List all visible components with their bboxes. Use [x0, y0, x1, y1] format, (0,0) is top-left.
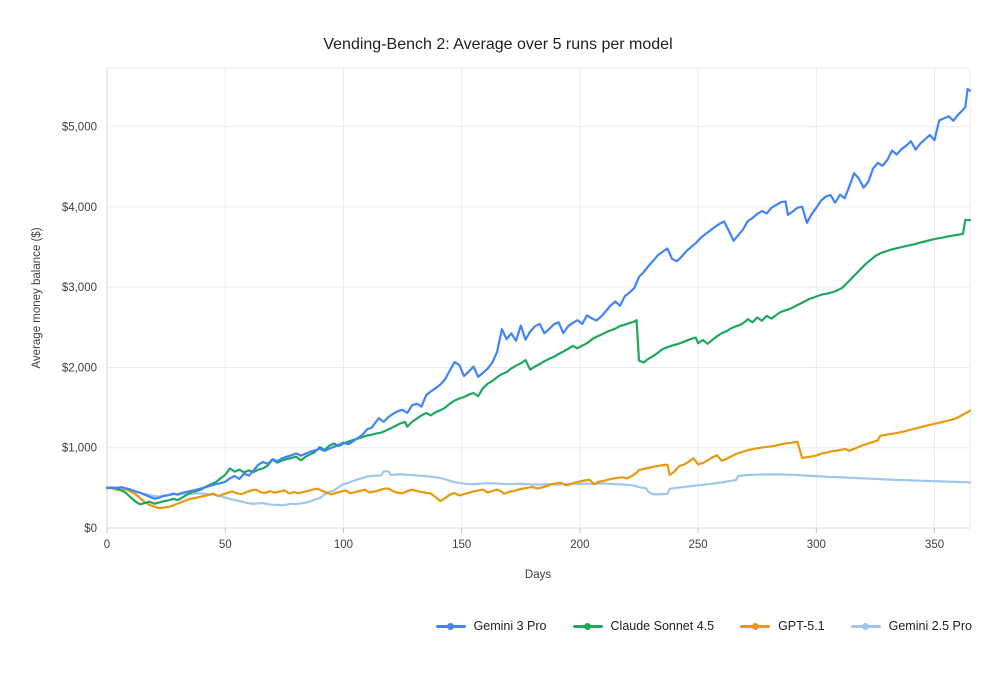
y-tick-label: $3,000 — [62, 282, 97, 294]
legend-line-dot-icon — [740, 622, 771, 631]
legend-label: Claude Sonnet 4.5 — [610, 619, 715, 633]
x-axis-title: Days — [524, 569, 552, 581]
legend: Gemini 3 Pro Claude Sonnet 4.5 GPT-5.1 Gemi… — [435, 619, 972, 633]
x-tick-label: 150 — [452, 539, 471, 551]
legend-label: Gemini 3 Pro — [473, 619, 547, 633]
x-tick-label: 100 — [334, 539, 353, 551]
series-line-gpt-5-1 — [105, 409, 972, 510]
series-line-gemini-3-pro — [105, 87, 972, 500]
x-tick-label: 50 — [219, 539, 232, 551]
chart-title: Vending-Bench 2: Average over 5 runs per… — [323, 36, 673, 53]
legend-item-gpt-5-1: GPT-5.1 — [740, 619, 825, 633]
y-axis-title: Average money balance ($) — [31, 227, 43, 369]
series-line-gemini-2-5-pro — [105, 470, 972, 507]
legend-item-gemini-3-pro: Gemini 3 Pro — [435, 619, 547, 633]
legend-label: GPT-5.1 — [778, 619, 825, 633]
legend-item-gemini-2-5-pro: Gemini 2.5 Pro — [850, 619, 972, 633]
y-tick-label: $4,000 — [62, 202, 97, 214]
x-tick-label: 250 — [689, 539, 708, 551]
legend-label: Gemini 2.5 Pro — [888, 619, 972, 633]
y-tick-label: $5,000 — [62, 122, 97, 134]
x-tick-label: 200 — [570, 539, 589, 551]
x-tick-label: 350 — [925, 539, 944, 551]
series-line-claude-sonnet-4-5 — [105, 218, 972, 506]
legend-line-dot-icon — [850, 622, 881, 631]
y-tick-label: $0 — [84, 523, 97, 535]
x-tick-label: 0 — [104, 539, 110, 551]
y-tick-label: $1,000 — [62, 443, 97, 455]
x-tick-label: 300 — [807, 539, 826, 551]
legend-item-claude-sonnet-4-5: Claude Sonnet 4.5 — [572, 619, 715, 633]
legend-line-dot-icon — [572, 622, 603, 631]
y-tick-label: $2,000 — [62, 362, 97, 374]
legend-line-dot-icon — [435, 622, 466, 631]
